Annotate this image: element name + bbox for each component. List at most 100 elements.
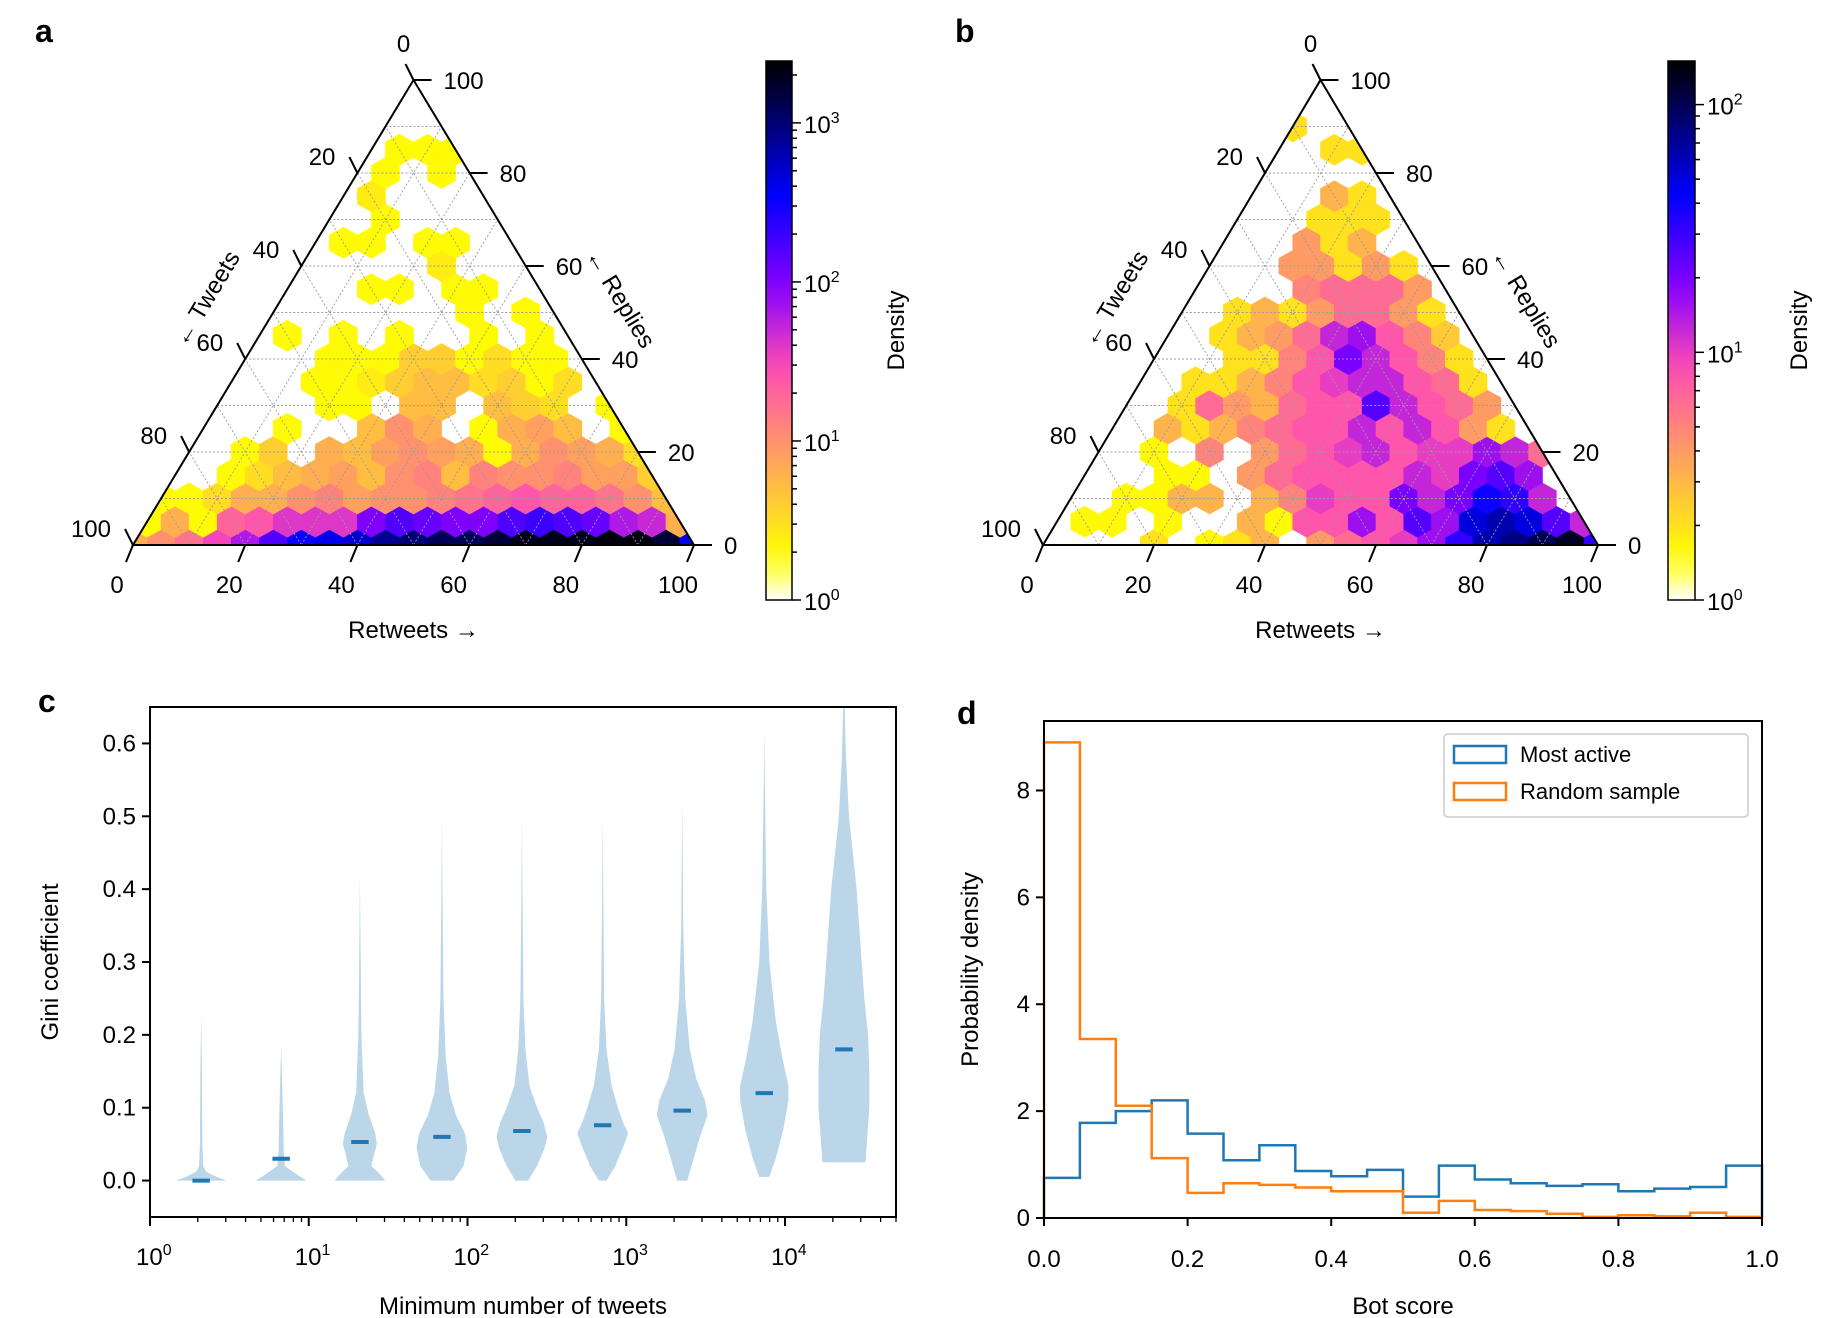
- panel-label-d: d: [957, 695, 977, 731]
- gridline: [216, 405, 302, 546]
- triangle-frame: [131, 78, 696, 546]
- tick-mark: [349, 544, 359, 563]
- tick-mark: [1089, 435, 1100, 453]
- hex-cell: [385, 273, 414, 306]
- histogram-step-random-sample: [1042, 741, 1764, 1219]
- y-tick-label: 0.2: [103, 1022, 136, 1049]
- x-tick-label: 100: [136, 1242, 172, 1271]
- colorbar-label: Density: [1786, 290, 1813, 370]
- tick-base: 10: [454, 1244, 481, 1271]
- bottom-tick-label: 60: [440, 572, 467, 599]
- tick-base: 10: [804, 271, 831, 298]
- right-tick-label: 20: [1573, 440, 1600, 467]
- gridline: [328, 219, 527, 546]
- tick-exponent: 2: [1734, 92, 1743, 109]
- tick-base: 10: [804, 430, 831, 457]
- tick-mark: [124, 528, 134, 546]
- violin: [818, 707, 870, 1163]
- hex-cell: [1070, 505, 1099, 538]
- left-tick-label: 20: [1216, 144, 1243, 171]
- colorbar-gradient: [765, 60, 793, 601]
- tick-mark: [1146, 544, 1155, 563]
- right-tick-label: 100: [444, 68, 484, 95]
- gridline: [300, 219, 499, 546]
- x-tick-label: 103: [612, 1242, 648, 1271]
- gridline: [469, 358, 583, 546]
- tick-exponent: 0: [163, 1242, 172, 1259]
- tick-exponent: 0: [831, 587, 840, 604]
- right-axis-label: ← Replies: [580, 244, 660, 353]
- gridline: [1375, 358, 1488, 546]
- histogram-panel-d: 0 2 4 6 8 0.0 0.2 0.4 0.6 0.8 1.0 Bot score Probabil…: [957, 720, 1779, 1318]
- colorbar-tick-label: 101: [804, 428, 840, 457]
- gridline: [1292, 126, 1543, 546]
- panel-label-b: b: [955, 13, 975, 49]
- tick-mark: [1479, 544, 1488, 563]
- tick-base: 10: [295, 1244, 322, 1271]
- left-tick-label: 80: [1050, 423, 1077, 450]
- legend-frame: [1443, 733, 1749, 818]
- right-tick-label: 40: [1517, 347, 1544, 374]
- right-tick-label: 60: [1462, 254, 1489, 281]
- x-axis-label: Bot score: [1352, 1293, 1453, 1318]
- gridline: [188, 126, 442, 546]
- bottom-tick-label: 60: [1347, 572, 1374, 599]
- tick-exponent: 1: [831, 428, 840, 445]
- tick-base: 10: [804, 112, 831, 139]
- bottom-tick-label: 0: [1020, 572, 1033, 599]
- triangle-frame: [1041, 78, 1600, 546]
- x-tick-label: 101: [295, 1242, 331, 1271]
- colorbar-tick-label: 101: [1707, 339, 1743, 368]
- x-axis-label: Minimum number of tweets: [379, 1293, 667, 1318]
- gridline: [1125, 405, 1210, 546]
- tick-exponent: 1: [1734, 339, 1743, 356]
- ternary-panel-b: 0 20 40 60 80 100020406080100204060801000Retw…: [981, 31, 1813, 644]
- y-tick-label: 0.4: [103, 876, 136, 903]
- tick-exponent: 0: [1734, 587, 1743, 604]
- tick-mark: [236, 342, 247, 360]
- y-tick-label: 0.6: [103, 730, 136, 757]
- gridline: [1209, 219, 1405, 546]
- tick-mark: [1590, 544, 1599, 563]
- left-tick-label: 100: [71, 516, 111, 543]
- tick-base: 10: [1707, 94, 1734, 121]
- tick-base: 10: [136, 1244, 163, 1271]
- y-axis-label: Gini coefficient: [37, 883, 64, 1040]
- violins: [175, 707, 870, 1183]
- x-tick-label: 1.0: [1745, 1246, 1778, 1273]
- bottom-tick-label: 0: [110, 572, 123, 599]
- x-tick-label: 0.4: [1315, 1246, 1348, 1273]
- left-tick-label: 40: [1161, 237, 1188, 264]
- bottom-tick-label: 40: [328, 572, 355, 599]
- gridline: [244, 358, 358, 546]
- violin: [656, 801, 708, 1181]
- tick-mark: [125, 544, 134, 563]
- tick-mark: [1145, 342, 1155, 360]
- left-tick-label: 40: [253, 237, 280, 264]
- hex-cell: [469, 273, 498, 306]
- tick-base: 10: [771, 1244, 798, 1271]
- left-tick-label: 100: [981, 516, 1021, 543]
- panel-label-a: a: [35, 13, 53, 49]
- ternary-panel-a: 0 20 40 60 80 100020406080100204060801000Retw…: [71, 31, 910, 644]
- gridline: [1153, 358, 1266, 546]
- gridline: [637, 498, 667, 546]
- gridline: [385, 126, 639, 546]
- tick-exponent: 2: [831, 269, 840, 286]
- tick-mark: [1256, 156, 1266, 174]
- tick-mark: [292, 249, 303, 267]
- bottom-tick-label: 80: [552, 572, 579, 599]
- violin: [740, 728, 789, 1177]
- tick-exponent: 2: [480, 1242, 489, 1259]
- tick-base: 10: [1707, 589, 1734, 616]
- bottom-tick-label: 20: [216, 572, 243, 599]
- top-tick-label: 0: [397, 31, 410, 58]
- colorbar-label: Density: [883, 290, 910, 370]
- bottom-tick-label: 20: [1125, 572, 1152, 599]
- y-tick-label: 0.1: [103, 1095, 136, 1122]
- right-tick-label: 0: [724, 533, 737, 560]
- gridline: [525, 405, 611, 546]
- tick-mark: [348, 156, 359, 174]
